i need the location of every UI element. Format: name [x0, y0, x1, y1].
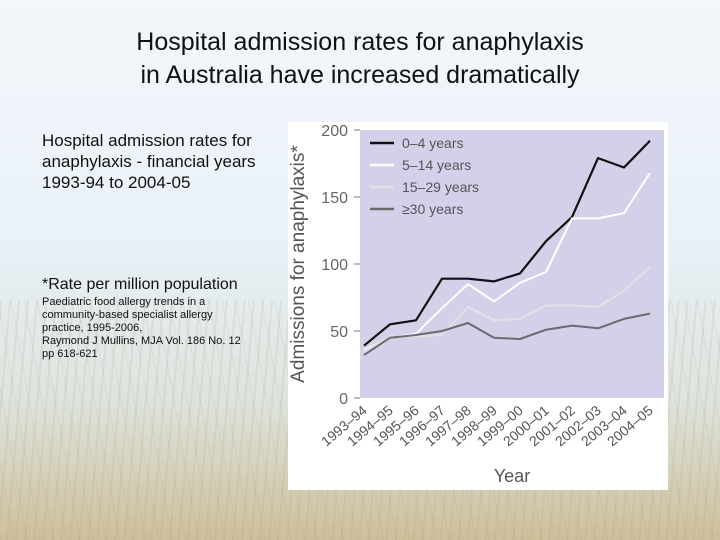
- series-line: [363, 312, 651, 356]
- y-tick-label: 100: [321, 257, 348, 274]
- plot-area: [360, 130, 664, 398]
- x-axis-label: Year: [494, 466, 530, 486]
- series-line: [363, 139, 651, 347]
- legend-label: ≥30 years: [402, 201, 463, 217]
- reference-line: community-based specialist allergy: [42, 309, 213, 321]
- reference-line: Raymond J Mullins, MJA Vol. 186 No. 12: [42, 335, 241, 347]
- y-tick-label: 200: [321, 123, 348, 140]
- slide-title-line-1: Hospital admission rates for anaphylaxis: [136, 28, 584, 56]
- reference-citation: Paediatric food allergy trends in a comm…: [42, 296, 272, 361]
- slide-title: Hospital admission rates for anaphylaxis…: [60, 26, 660, 92]
- chart-frame: 0 50 100 150 200 Admissions for anaphylaxis* 1…: [288, 122, 668, 490]
- y-tick-label: 0: [339, 391, 348, 408]
- reference-line: practice, 1995-2006,: [42, 322, 143, 334]
- series-line: [363, 172, 651, 351]
- reference-line: pp 618-621: [42, 348, 98, 360]
- rate-footnote: *Rate per million population: [42, 276, 238, 293]
- slide-title-line-2: in Australia have increased dramatically: [140, 61, 580, 89]
- admissions-line-chart: 0 50 100 150 200 Admissions for anaphylaxis* 1…: [288, 123, 664, 486]
- y-tick-label: 50: [330, 324, 348, 341]
- y-tick-label: 150: [321, 190, 348, 207]
- chart-description: Hospital admission rates for anaphylaxis…: [42, 131, 256, 192]
- reference-line: Paediatric food allergy trends in a: [42, 296, 206, 308]
- legend-label: 15–29 years: [402, 179, 479, 195]
- y-axis-label: Admissions for anaphylaxis*: [288, 145, 309, 383]
- legend-label: 5–14 years: [402, 157, 471, 173]
- legend-label: 0–4 years: [402, 135, 463, 151]
